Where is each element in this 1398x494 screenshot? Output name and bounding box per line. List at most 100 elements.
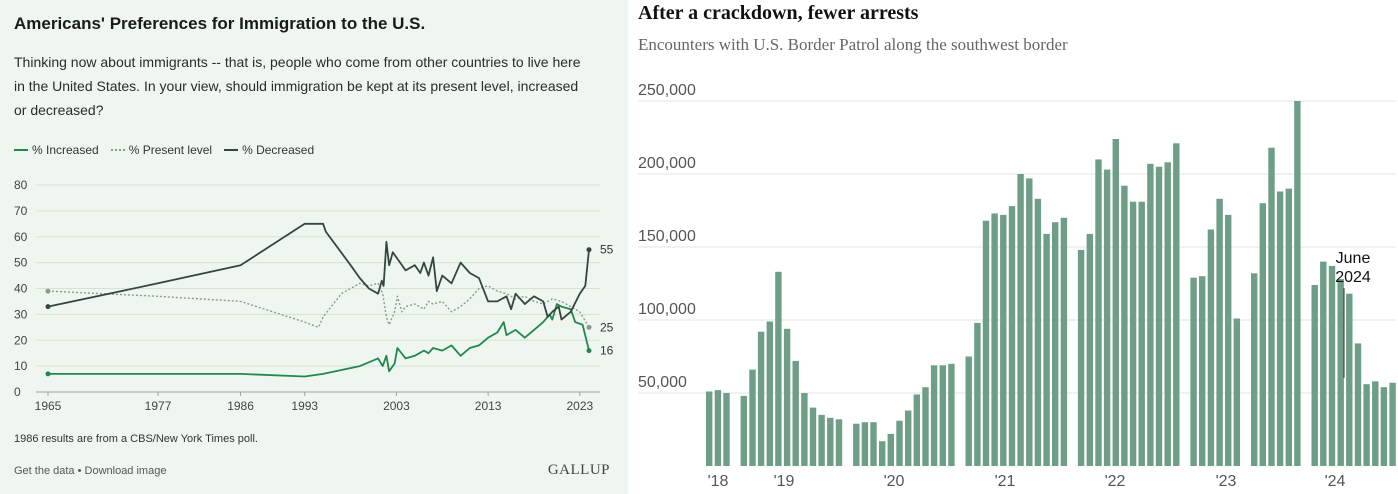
bar (775, 271, 782, 466)
bar (723, 393, 730, 466)
x-tick-label: 1965 (35, 399, 62, 413)
bar (913, 394, 920, 466)
gallup-footer-links[interactable]: Get the data • Download image (14, 465, 167, 477)
bar (1008, 206, 1016, 466)
legend-swatch-present (110, 149, 125, 151)
x-tick-label: 1986 (227, 399, 254, 413)
bar (1372, 381, 1379, 466)
bar (861, 422, 869, 466)
bar (1000, 214, 1007, 466)
series-line-2 (47, 222, 590, 321)
y-tick-label: 100,000 (638, 301, 696, 318)
series-end-point (586, 324, 592, 330)
bar (1225, 214, 1232, 466)
y-tick-label: 60 (14, 230, 28, 244)
y-tick-label: 50 (14, 256, 28, 270)
bar (1320, 261, 1327, 466)
annotation-text: June (1336, 250, 1371, 267)
series-start-point (45, 304, 51, 310)
x-tick-label: '23 (1216, 473, 1237, 490)
bar (1346, 293, 1353, 466)
bar (835, 419, 843, 466)
bar (1259, 203, 1266, 466)
bar (1337, 279, 1344, 466)
gallup-line-chart: 0 10 20 30 40 50 60 70 80 1965 1977 1986 1993 2003 201… (14, 178, 614, 413)
bar (1017, 174, 1024, 466)
legend-item-present: % Present level (110, 143, 212, 157)
bar (879, 441, 886, 466)
y-tick-label: 40 (14, 282, 28, 296)
series-start-point (45, 371, 51, 377)
series-end-point (586, 348, 592, 354)
gallup-question-text: Thinking now about immigrants -- that is… (14, 54, 581, 118)
bar (1173, 143, 1180, 467)
bar (870, 422, 877, 466)
bar (1155, 166, 1163, 466)
bar (922, 387, 929, 466)
y-tick-label: 80 (14, 178, 28, 192)
legend-label-decreased: % Decreased (242, 143, 315, 157)
bar (1129, 201, 1137, 466)
bar (1251, 273, 1258, 466)
bar (896, 420, 903, 466)
bar (1311, 285, 1318, 466)
x-tick-label: '21 (995, 473, 1016, 490)
y-tick-label: 250,000 (638, 82, 696, 99)
bar (1103, 169, 1111, 466)
bar (714, 390, 722, 466)
bar (887, 433, 894, 466)
bar (740, 395, 747, 466)
bar (1380, 387, 1388, 466)
bar (1328, 266, 1336, 466)
series-end-label: 25 (600, 320, 614, 334)
bar (1026, 178, 1033, 466)
x-tick-label: '24 (1325, 473, 1346, 490)
bar (1112, 139, 1119, 466)
bar (1294, 101, 1301, 466)
bar (766, 321, 773, 466)
bar (1276, 191, 1284, 466)
legend-item-increased: % Increased (14, 143, 99, 157)
bar (757, 331, 765, 466)
bar (1363, 384, 1370, 466)
y-tick-label: 150,000 (638, 228, 696, 245)
nyt-chart-subtitle: Encounters with U.S. Border Patrol along… (638, 35, 1068, 54)
bar (853, 423, 860, 466)
bar (1121, 185, 1128, 466)
bar (801, 393, 808, 466)
bar (982, 220, 990, 466)
bar (1043, 233, 1050, 466)
bar (1077, 249, 1085, 466)
bar (1060, 217, 1068, 466)
series-end-label: 16 (600, 344, 614, 358)
bar (706, 391, 713, 466)
bar (1052, 222, 1059, 466)
legend-label-increased: % Increased (32, 143, 99, 157)
nyt-panel: After a crackdown, fewer arrests Encount… (628, 0, 1398, 494)
x-tick-label: 2003 (383, 399, 410, 413)
y-tick-label: 200,000 (638, 155, 696, 172)
bar (749, 369, 756, 466)
y-tick-label: 70 (14, 204, 28, 218)
bar (948, 363, 955, 466)
series-start-point (45, 288, 51, 294)
gallup-source-note: 1986 results are from a CBS/New York Tim… (14, 433, 258, 445)
series-line-1 (47, 282, 590, 328)
x-tick-label: 1993 (291, 399, 318, 413)
y-tick-label: 0 (14, 385, 21, 399)
bar (965, 356, 972, 466)
legend-swatch-increased (14, 149, 28, 151)
bar (1199, 276, 1206, 466)
bar (1190, 277, 1197, 466)
nyt-bar-chart: 50,000 100,000 150,000 200,000 250,000 '18 '19… (638, 82, 1396, 490)
x-tick-label: '18 (708, 473, 729, 490)
bar (1233, 318, 1240, 466)
gallup-legend: % Increased % Present level % Decreased (14, 143, 314, 157)
y-tick-label: 20 (14, 333, 28, 347)
series-line-0 (48, 303, 590, 378)
legend-item-decreased: % Decreased (224, 143, 314, 157)
y-tick-label: 50,000 (638, 374, 687, 391)
bar (1285, 188, 1292, 466)
gallup-chart-title: Americans' Preferences for Immigration t… (14, 14, 426, 33)
bar (939, 365, 946, 466)
